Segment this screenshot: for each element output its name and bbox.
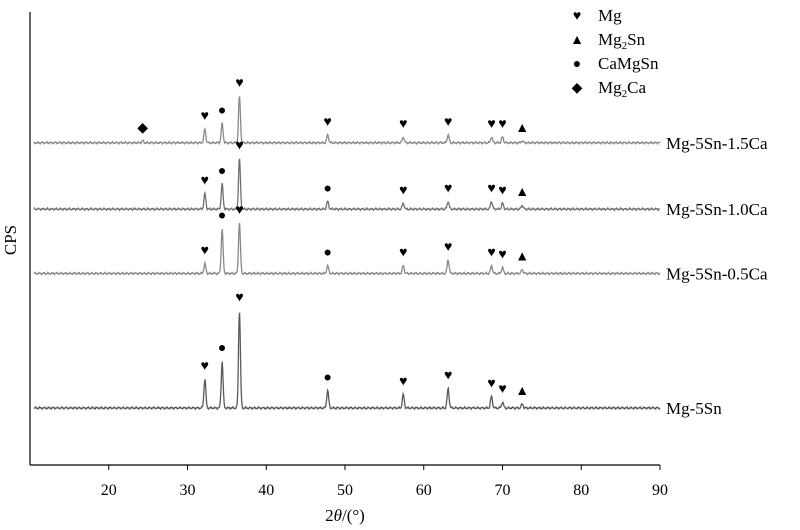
peak-marker-0-3: ● [323,370,331,385]
axes [29,12,660,466]
x-tick-label-50: 50 [337,482,353,499]
x-tick-label-20: 20 [101,482,117,499]
peak-marker-1-1: ● [218,209,226,224]
x-axis-title-theta: θ [334,506,342,525]
peak-marker-2-2: ♥ [235,138,243,153]
peak-marker-0-5: ♥ [444,369,452,384]
peak-marker-1-8: ▲ [515,250,529,265]
peak-marker-0-7: ♥ [498,382,506,397]
x-tick-label-40: 40 [258,482,274,499]
peak-marker-0-8: ▲ [515,384,529,399]
peak-marker-3-9: ▲ [515,121,529,136]
peak-marker-2-0: ♥ [201,174,209,189]
peak-marker-3-3: ♥ [235,76,243,91]
peak-marker-1-2: ♥ [235,203,243,218]
peak-marker-3-4: ♥ [324,115,332,130]
x-tick-label-70: 70 [495,482,511,499]
x-axis-title-unit: /(°) [342,506,365,525]
peak-marker-3-1: ♥ [201,109,209,124]
peak-marker-2-3: ● [323,181,331,196]
peak-marker-1-5: ♥ [444,240,452,255]
peak-marker-2-4: ♥ [399,183,407,198]
series-line-2 [33,158,661,212]
legend-label-2: CaMgSn [598,54,659,73]
peak-marker-1-4: ♥ [399,246,407,261]
peak-marker-1-0: ♥ [201,244,209,259]
series-group [33,96,661,411]
sample-label-3: Mg-5Sn-1.5Ca [666,134,768,153]
peak-marker-0-2: ♥ [235,291,243,306]
sample-label-1: Mg-5Sn-0.5Ca [666,264,768,283]
peak-marker-1-7: ♥ [498,248,506,263]
peak-marker-3-7: ♥ [487,117,495,132]
peak-marker-0-4: ♥ [399,374,407,389]
x-tick-label-90: 90 [652,482,668,499]
x-tick-label-60: 60 [416,482,432,499]
x-tick-label-80: 80 [573,482,589,499]
peak-marker-3-8: ♥ [498,117,506,132]
legend: ♥ Mg ▲ Mg2Sn ● CaMgSn ◆ Mg2Ca [570,6,659,100]
peak-marker-2-7: ♥ [498,183,506,198]
x-axis-title: 2θ/(°) [325,506,365,525]
peak-marker-3-2: ● [218,103,226,118]
peak-marker-2-8: ▲ [515,185,529,200]
x-tick-label-30: 30 [180,482,196,499]
peak-marker-2-1: ● [218,164,226,179]
x-ticks: 20 30 40 50 60 70 80 90 [101,465,668,499]
legend-label-3: Mg2Ca [598,78,646,100]
peak-marker-3-0: ◆ [137,121,148,136]
peak-marker-0-0: ♥ [201,359,209,374]
peak-marker-2-5: ♥ [444,181,452,196]
series-line-3 [33,96,661,146]
legend-label-1: Mg2Sn [598,30,646,52]
series-line-1 [33,222,661,276]
peak-marker-3-5: ♥ [399,117,407,132]
peak-marker-0-6: ♥ [487,376,495,391]
legend-symbol-heart: ♥ [573,9,581,24]
phase-markers: ♥●♥● ♥ ♥♥ ♥ ▲♥● ♥● ♥ ♥ ♥ ♥ ▲♥●♥● ♥ ♥ ♥ ♥ ▲◆♥ ●♥♥ ♥ ♥ ♥ ♥ ▲ [137,76,529,399]
sample-labels: Mg-5Sn Mg-5Sn-0.5Ca Mg-5Sn-1.0Ca Mg-5Sn-1.5… [666,134,768,418]
peak-marker-0-1: ● [218,341,226,356]
x-axis-title-var: 2 [325,506,334,525]
peak-marker-1-3: ● [323,246,331,261]
sample-label-0: Mg-5Sn [666,399,722,418]
peak-marker-3-6: ♥ [444,115,452,130]
legend-symbol-diamond: ◆ [572,81,583,96]
legend-symbol-triangle: ▲ [570,33,584,48]
legend-label-0: Mg [598,6,622,25]
y-axis-title: CPS [1,225,20,255]
peak-marker-1-6: ♥ [487,246,495,261]
sample-label-2: Mg-5Sn-1.0Ca [666,200,768,219]
peak-marker-2-6: ♥ [487,181,495,196]
series-line-0 [33,312,661,411]
legend-symbol-dot: ● [573,57,581,72]
